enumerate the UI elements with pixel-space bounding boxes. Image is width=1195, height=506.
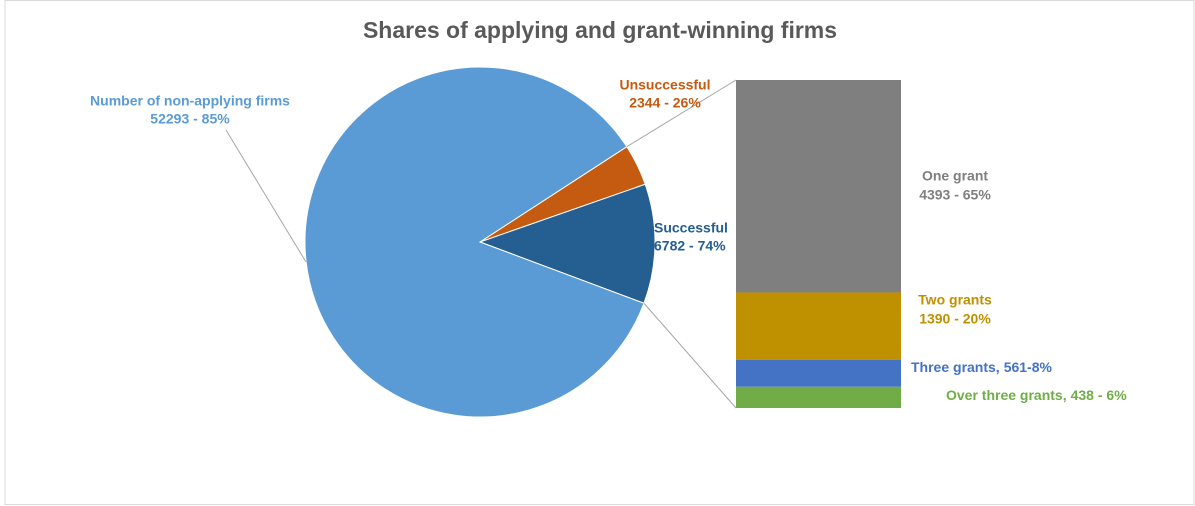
bar-value-label: 438 - 6%: [1071, 387, 1128, 403]
pie-category-label: Unsuccessful: [619, 77, 710, 93]
pie-category-label: Number of non-applying firms: [90, 93, 290, 109]
bar-category-label: One grant: [922, 168, 988, 184]
pie-slice: [304, 66, 645, 418]
pie-value-label: 6782 - 74%: [654, 238, 726, 254]
pie-category-label: Successful: [654, 220, 728, 236]
bar-value-label: 561-8%: [1004, 359, 1053, 375]
chart-border: [4, 0, 1195, 505]
pie-slice: [478, 183, 656, 304]
chart-title: Shares of applying and grant-winning fir…: [363, 17, 837, 43]
bar-label: Three grants, 561-8%: [911, 359, 1053, 375]
connector-line: [626, 79, 737, 148]
bar-segment: [736, 80, 901, 293]
leader-line: [225, 129, 307, 263]
connector-line: [643, 302, 737, 409]
bar-segment: [736, 292, 901, 360]
pie-value-label: 52293 - 85%: [150, 111, 230, 127]
pie-value-label: 2344 - 26%: [629, 95, 701, 111]
bar-category-label: Three grants,: [911, 359, 1000, 375]
bar-segment: [736, 386, 901, 408]
bar-label: Over three grants, 438 - 6%: [946, 387, 1127, 403]
bar-category-label: Two grants: [918, 292, 992, 308]
bar-category-label: Over three grants,: [946, 387, 1067, 403]
bar-value-label: 4393 - 65%: [919, 187, 991, 203]
bar-segment: [736, 359, 901, 387]
bar-value-label: 1390 - 20%: [919, 311, 991, 327]
